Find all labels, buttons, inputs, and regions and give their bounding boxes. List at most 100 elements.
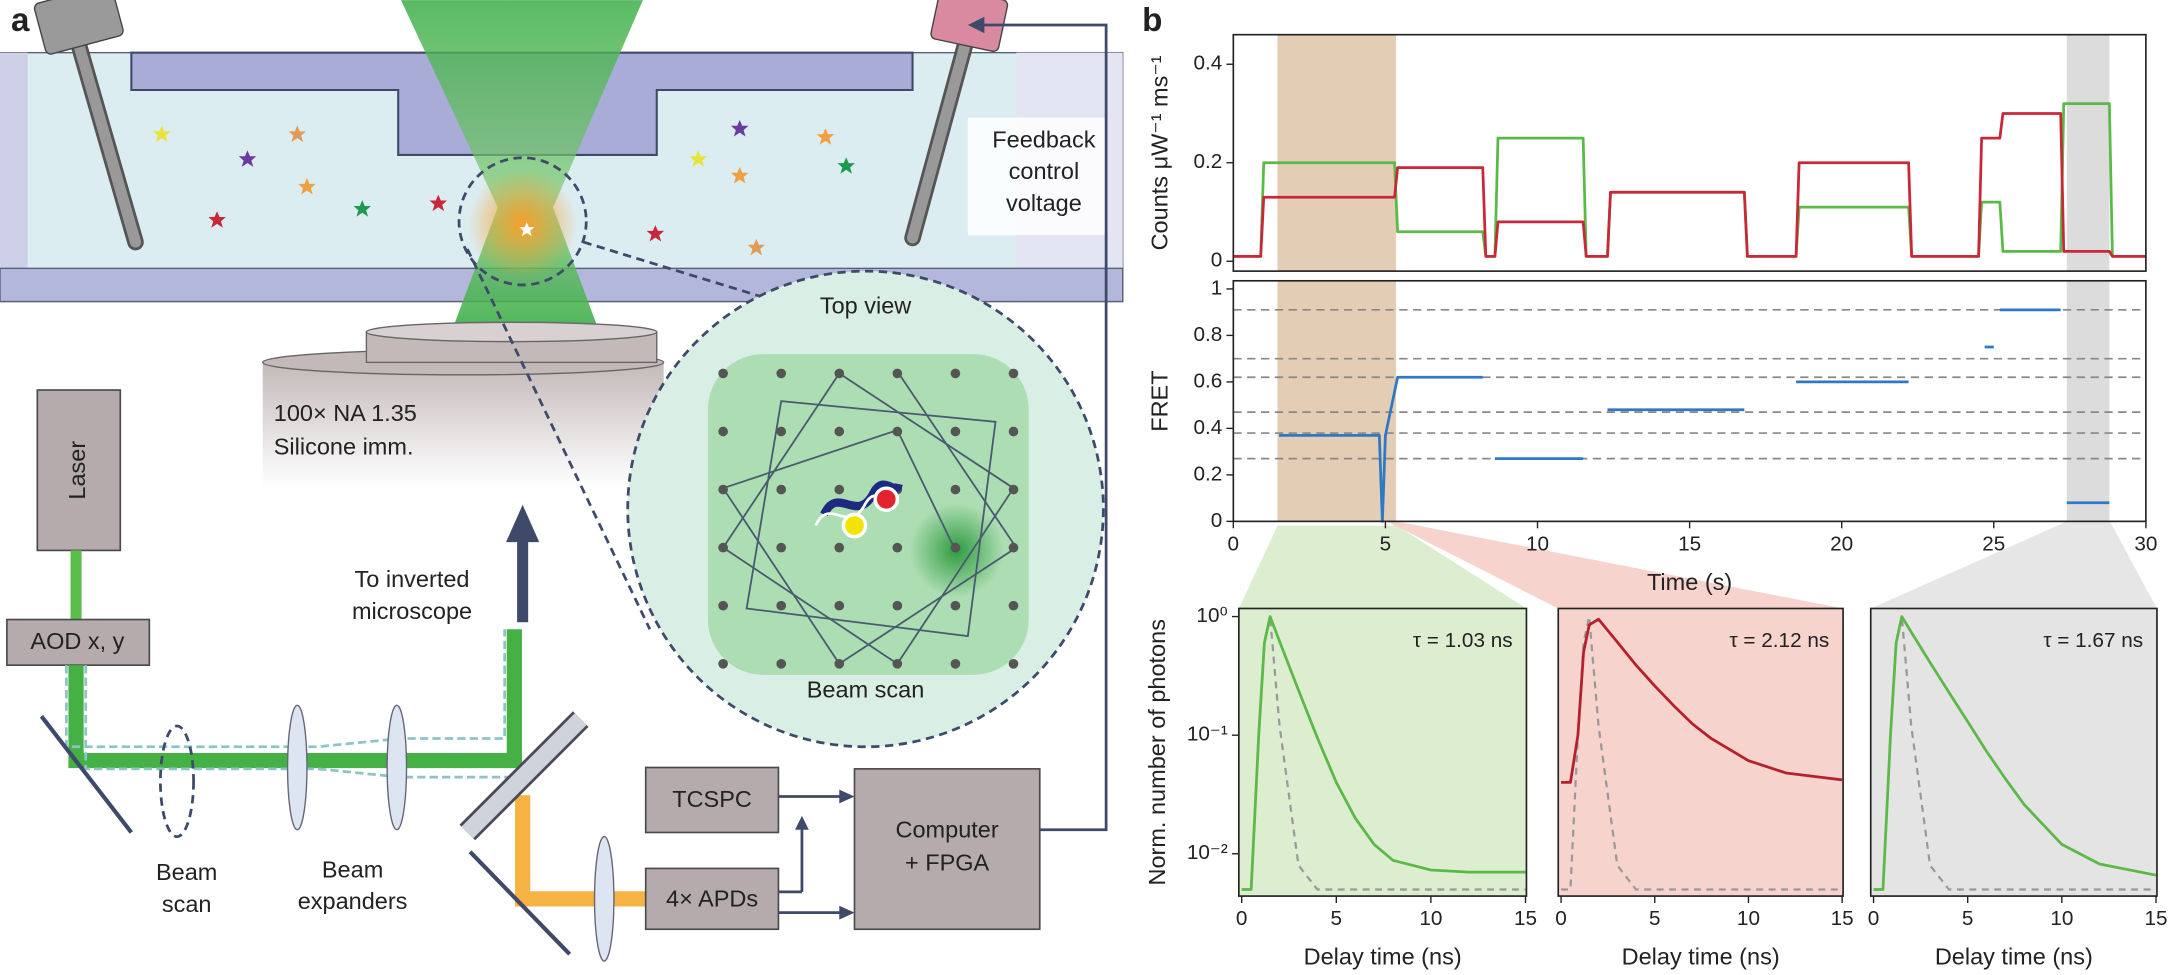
- x-tick-label: 5: [1962, 907, 1974, 930]
- scan-ellipse: [159, 724, 195, 839]
- expanders-label: expanders: [298, 888, 408, 914]
- objective-label: Silicone imm.: [274, 433, 414, 459]
- x-tick-label: 0: [1868, 907, 1880, 930]
- feedback-wire: [981, 23, 1108, 832]
- x-tick-label: 0: [1236, 907, 1248, 930]
- grid-dot: [834, 658, 845, 669]
- electrode: [907, 29, 974, 244]
- x-tick-label: 10: [2050, 907, 2073, 930]
- x-tick-label: 30: [2134, 532, 2157, 555]
- feedback-label: control: [1009, 158, 1080, 184]
- mirror: [39, 715, 133, 834]
- mirror: [468, 850, 572, 956]
- donor: [841, 512, 868, 539]
- microscope-label: To inverted: [355, 566, 470, 592]
- y-tick-label: 0: [1211, 509, 1223, 532]
- panel-label: a: [11, 2, 30, 39]
- x-tick-label: 5: [1380, 532, 1392, 555]
- grid-dot: [950, 542, 961, 553]
- highlight: [2066, 34, 2110, 272]
- feedback-label: voltage: [1006, 190, 1082, 216]
- aod-label: AOD x, y: [30, 628, 124, 654]
- grid-dot: [950, 426, 961, 437]
- grid-dot: [776, 426, 787, 437]
- plot-background: [1870, 608, 2157, 897]
- lens: [386, 704, 408, 831]
- annotation: τ = 2.12 ns: [1729, 629, 1829, 652]
- y-axis-label: Norm. number of photons: [1144, 619, 1170, 885]
- computer: [853, 768, 1041, 931]
- grid-dot: [834, 484, 845, 495]
- y-tick-label: 0.4: [1193, 416, 1222, 439]
- annotation: τ = 1.03 ns: [1413, 629, 1513, 652]
- tcspc-label: TCSPC: [672, 786, 752, 812]
- grid-dot: [718, 484, 728, 495]
- tcspc: [644, 766, 780, 834]
- arrowhead: [839, 789, 855, 804]
- plot-frame: [1232, 33, 2147, 272]
- expanders-label: Beam: [322, 856, 383, 882]
- emission: [515, 795, 650, 907]
- y-tick-label: 1: [1211, 276, 1223, 299]
- plot-frame: [1869, 607, 2158, 897]
- grid-dot: [718, 658, 728, 669]
- arrowhead: [967, 16, 985, 34]
- beam-scan-label: Beam scan: [807, 677, 925, 703]
- grid-dot: [718, 600, 728, 611]
- y-axis-label: Counts μW⁻¹ ms⁻¹: [1147, 55, 1173, 250]
- grid-dot: [950, 600, 961, 611]
- arrowhead: [506, 504, 540, 543]
- grid-dot: [718, 426, 728, 437]
- chamber-wall: [0, 52, 28, 269]
- grid-dot: [1008, 658, 1019, 669]
- x-tick-label: 15: [2144, 907, 2167, 930]
- series-line: [1561, 617, 1843, 784]
- grid-dot: [776, 542, 787, 553]
- computer-label: + FPGA: [905, 849, 990, 875]
- focus-circle: [457, 156, 588, 287]
- wire: [778, 795, 844, 915]
- grid-dot: [718, 542, 728, 553]
- grid-dot: [1008, 484, 1019, 495]
- series-line: [1233, 112, 2146, 258]
- plot-background: [1558, 608, 1844, 897]
- series-line: [1241, 615, 1526, 891]
- grid-dot: [892, 426, 903, 437]
- laser-label: Laser: [64, 441, 90, 500]
- apds-label: 4× APDs: [666, 885, 758, 911]
- y-axis-label: FRET: [1147, 370, 1173, 431]
- plot-frame: [1557, 607, 1844, 897]
- highlight: [1277, 34, 1397, 272]
- highlight: [1277, 280, 1397, 522]
- grid-dot: [834, 368, 845, 379]
- grid-dot: [1008, 368, 1019, 379]
- grid-dot: [776, 484, 787, 495]
- grid-dot: [718, 368, 728, 379]
- zoom-connector: [1870, 521, 2157, 609]
- y-tick-label: 0.2: [1193, 150, 1222, 173]
- plot-frame: [1238, 607, 1528, 897]
- beam-scan-label: Beam: [156, 859, 217, 885]
- x-tick-label: 15: [1514, 907, 1537, 930]
- x-tick-label: 20: [1830, 532, 1853, 555]
- zoom-line: [466, 248, 652, 630]
- grid-dot: [776, 600, 787, 611]
- grid-dot: [950, 368, 961, 379]
- lens: [286, 704, 308, 831]
- acceptor: [873, 486, 900, 513]
- annotation: τ = 1.67 ns: [2043, 629, 2143, 652]
- objective-label: 100× NA 1.35: [274, 400, 417, 426]
- grid-dot: [892, 600, 903, 611]
- electrode: [66, 15, 142, 248]
- grid-dot: [950, 484, 961, 495]
- grid-dot: [892, 658, 903, 669]
- x-axis-label: Delay time (ns): [1622, 943, 1780, 969]
- arrowhead: [839, 905, 855, 920]
- y-tick-label: 0.6: [1193, 369, 1222, 392]
- x-tick-label: 0: [1555, 907, 1567, 930]
- electrode-cap: [930, 0, 1009, 53]
- grid-dot: [892, 542, 903, 553]
- y-tick-label: 10⁻¹: [1187, 723, 1228, 746]
- series-line: [1873, 615, 2157, 891]
